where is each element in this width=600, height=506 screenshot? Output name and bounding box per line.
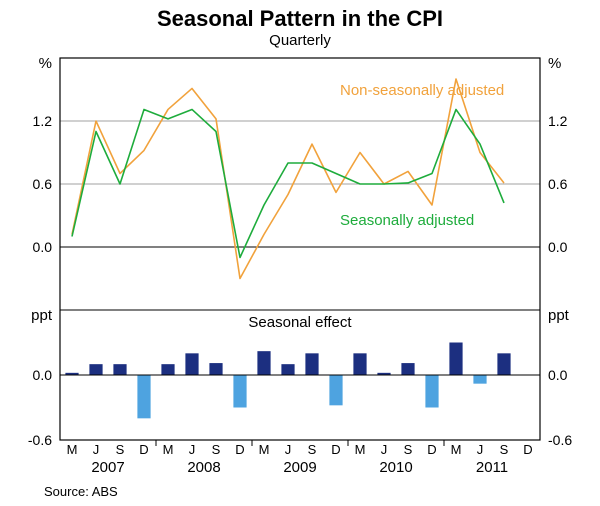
- seasonal-effect-bar: [281, 364, 294, 375]
- seasonal-effect-bar: [161, 364, 174, 375]
- source-text: Source: ABS: [44, 484, 118, 499]
- seasonal-effect-bar: [425, 375, 438, 408]
- seasonal-effect-bar: [449, 343, 462, 376]
- seasonal-effect-bar: [89, 364, 102, 375]
- x-quarter-label: M: [163, 442, 174, 457]
- ytick-right: -0.6: [548, 432, 572, 448]
- series-label: Seasonally adjusted: [340, 212, 474, 229]
- ylabel-left-top: %: [39, 55, 52, 72]
- seasonal-effect-bar: [401, 363, 414, 375]
- ytick-left: 0.6: [33, 176, 53, 192]
- series-label: Non-seasonally adjusted: [340, 82, 504, 99]
- ylabel-left-bottom: ppt: [31, 307, 53, 324]
- ytick-right: 0.0: [548, 367, 568, 383]
- x-year-label: 2009: [283, 459, 316, 476]
- ytick-left: 1.2: [33, 113, 53, 129]
- ylabel-right-top: %: [548, 55, 561, 72]
- x-quarter-label: S: [212, 442, 221, 457]
- line-Seasonally adjusted: [72, 109, 504, 257]
- ytick-right: 0.0: [548, 239, 568, 255]
- x-quarter-label: D: [427, 442, 436, 457]
- seasonal-effect-bar: [497, 353, 510, 375]
- x-quarter-label: M: [259, 442, 270, 457]
- x-year-label: 2010: [379, 459, 412, 476]
- x-quarter-label: S: [404, 442, 413, 457]
- seasonal-effect-bar: [137, 375, 150, 418]
- chart-container: Seasonal Pattern in the CPI Quarterly 0.…: [0, 0, 600, 506]
- x-quarter-label: M: [67, 442, 78, 457]
- seasonal-effect-label: Seasonal effect: [248, 314, 352, 331]
- chart-svg: 0.0 0.0 0.6 0.6 1.2 1.2%% -0.6 -0.6 0.0 0.0 ppt ppt…: [0, 0, 600, 506]
- x-year-label: 2007: [91, 459, 124, 476]
- x-quarter-label: D: [523, 442, 532, 457]
- x-quarter-label: S: [308, 442, 317, 457]
- x-quarter-label: M: [451, 442, 462, 457]
- x-quarter-label: S: [500, 442, 509, 457]
- x-year-label: 2008: [187, 459, 220, 476]
- seasonal-effect-bar: [353, 353, 366, 375]
- x-quarter-label: S: [116, 442, 125, 457]
- ylabel-right-bottom: ppt: [548, 307, 570, 324]
- line-Non-seasonally adjusted: [72, 79, 504, 279]
- ytick-left: 0.0: [33, 367, 53, 383]
- x-quarter-label: M: [355, 442, 366, 457]
- ytick-right: 1.2: [548, 113, 568, 129]
- seasonal-effect-bar: [329, 375, 342, 405]
- ytick-left: -0.6: [28, 432, 52, 448]
- x-quarter-label: J: [93, 442, 100, 457]
- seasonal-effect-bar: [185, 353, 198, 375]
- ytick-left: 0.0: [33, 239, 53, 255]
- x-quarter-label: J: [477, 442, 484, 457]
- seasonal-effect-bar: [113, 364, 126, 375]
- x-quarter-label: D: [331, 442, 340, 457]
- ytick-right: 0.6: [548, 176, 568, 192]
- x-quarter-label: J: [285, 442, 292, 457]
- seasonal-effect-bar: [473, 375, 486, 384]
- x-year-label: 2011: [476, 459, 508, 476]
- seasonal-effect-bar: [257, 351, 270, 375]
- x-quarter-label: J: [189, 442, 196, 457]
- seasonal-effect-bar: [209, 363, 222, 375]
- x-quarter-label: D: [139, 442, 148, 457]
- seasonal-effect-bar: [305, 353, 318, 375]
- x-quarter-label: J: [381, 442, 388, 457]
- seasonal-effect-bar: [233, 375, 246, 408]
- x-quarter-label: D: [235, 442, 244, 457]
